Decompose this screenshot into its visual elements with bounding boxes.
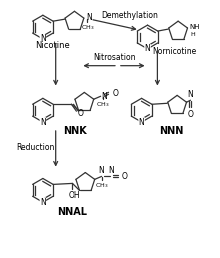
Text: O: O bbox=[121, 172, 127, 181]
Text: CH$_3$: CH$_3$ bbox=[95, 181, 108, 190]
Text: N: N bbox=[139, 118, 145, 127]
Text: N: N bbox=[102, 92, 107, 101]
Text: OH: OH bbox=[69, 191, 80, 200]
Text: O: O bbox=[112, 89, 118, 98]
Text: Demethylation: Demethylation bbox=[101, 11, 158, 20]
Text: N: N bbox=[188, 90, 193, 99]
Text: N: N bbox=[109, 166, 114, 175]
Text: O: O bbox=[187, 110, 193, 119]
Text: CH$_3$: CH$_3$ bbox=[96, 100, 109, 109]
Text: NNK: NNK bbox=[64, 126, 87, 136]
Text: NNN: NNN bbox=[159, 126, 183, 136]
Text: Nitrosation: Nitrosation bbox=[94, 53, 136, 62]
Text: N: N bbox=[40, 198, 46, 207]
Text: N: N bbox=[86, 13, 92, 22]
Text: N: N bbox=[40, 118, 46, 127]
Text: Nicotine: Nicotine bbox=[35, 41, 70, 50]
Text: NH: NH bbox=[189, 24, 200, 30]
Text: O: O bbox=[77, 109, 83, 118]
Text: N: N bbox=[40, 35, 46, 44]
Text: Nornicotine: Nornicotine bbox=[152, 47, 196, 56]
Text: NNAL: NNAL bbox=[57, 207, 88, 217]
Text: CH$_3$: CH$_3$ bbox=[81, 23, 95, 32]
Text: N: N bbox=[145, 44, 150, 53]
Text: H: H bbox=[190, 32, 195, 37]
Text: Reduction: Reduction bbox=[16, 143, 55, 152]
Text: N: N bbox=[99, 166, 104, 175]
